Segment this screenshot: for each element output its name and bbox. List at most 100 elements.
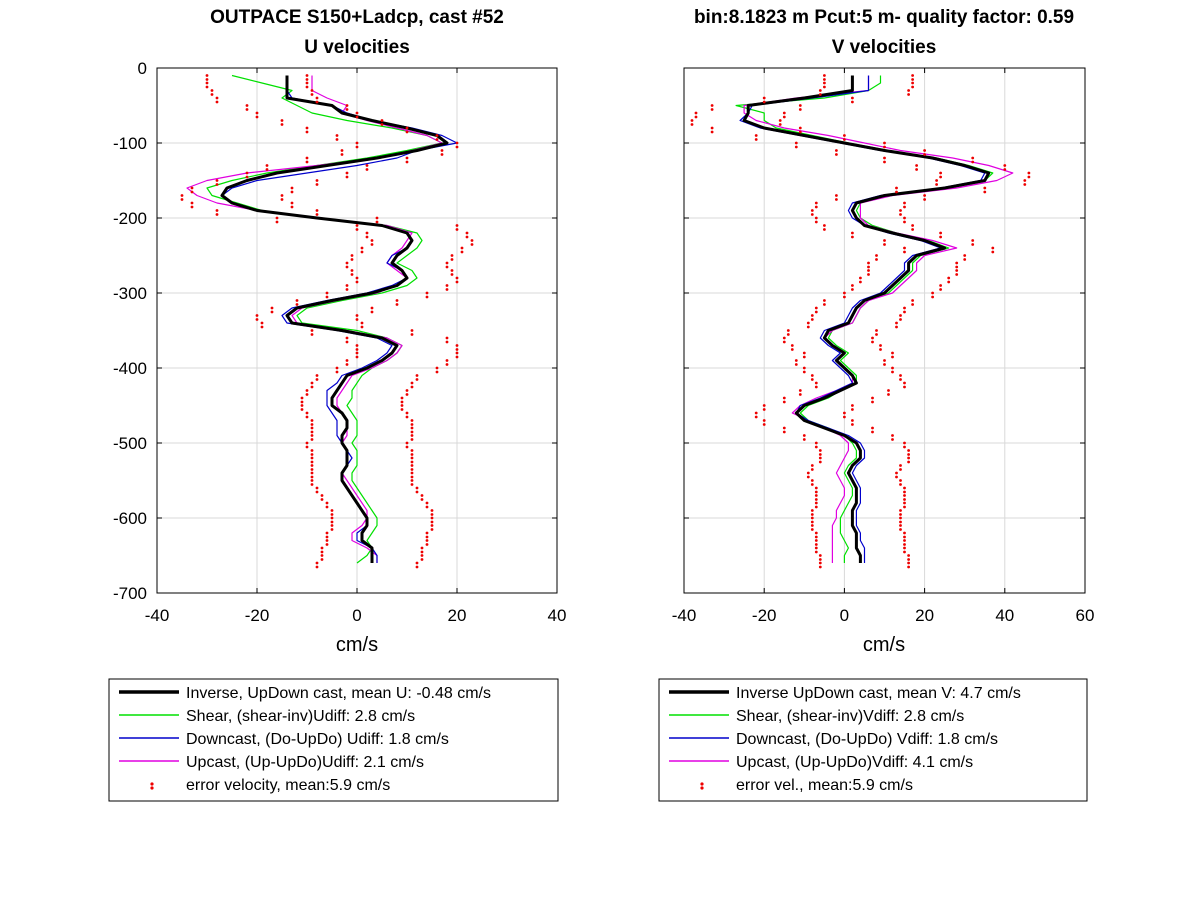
u-error-velocity-point <box>410 329 414 332</box>
u-error-velocity-point <box>445 261 449 265</box>
v-chart-title: bin:8.1823 m Pcut:5 m- quality factor: 0… <box>694 7 1074 28</box>
u-error-velocity-point <box>410 419 414 422</box>
v-error-velocity-point <box>867 269 870 272</box>
v-error-velocity-point <box>802 434 806 437</box>
v-error-velocity-point <box>895 475 898 479</box>
v-error-velocity-point <box>939 288 942 291</box>
v-error-velocity-point <box>923 153 926 156</box>
u-error-velocity-point <box>205 78 209 81</box>
u-error-velocity-point <box>305 160 309 164</box>
v-error-velocity-point <box>867 273 870 276</box>
u-series-shear-line <box>206 74 443 564</box>
u-error-velocity-point <box>205 81 209 85</box>
u-error-velocity-point <box>460 246 464 250</box>
u-error-velocity-point <box>325 531 329 535</box>
v-legend-label: Shear, (shear-inv)Vdiff: 2.8 cm/s <box>736 708 964 725</box>
v-error-velocity-point <box>899 314 902 317</box>
v-error-velocity-point <box>798 104 802 107</box>
v-error-velocity-point <box>899 209 902 212</box>
v-error-velocity-point <box>923 198 926 201</box>
v-error-velocity-point <box>810 213 814 216</box>
u-error-velocity-point <box>410 460 414 464</box>
v-error-velocity-point <box>823 85 826 89</box>
v-legend-label: error vel., mean:5.9 cm/s <box>736 777 913 794</box>
v-error-velocity-point <box>891 355 894 359</box>
u-error-velocity-point <box>405 130 409 134</box>
u-error-velocity-point <box>410 456 414 460</box>
u-error-velocity-point <box>450 269 454 272</box>
v-error-velocity-point <box>939 171 942 175</box>
u-error-velocity-point <box>325 501 329 505</box>
v-error-velocity-point <box>814 539 818 542</box>
v-error-velocity-point <box>818 558 822 561</box>
v-error-velocity-point <box>802 438 806 441</box>
v-error-velocity-point <box>903 306 906 310</box>
v-error-velocity-point <box>911 299 914 302</box>
v-error-velocity-point <box>871 336 874 340</box>
u-error-velocity-point <box>360 325 364 329</box>
v-error-velocity-point <box>710 126 714 130</box>
u-error-velocity-point <box>410 468 414 471</box>
v-error-velocity-point <box>911 78 914 81</box>
v-error-velocity-point <box>810 524 814 527</box>
u-error-velocity-point <box>215 179 219 182</box>
v-error-velocity-point <box>851 284 854 287</box>
u-error-velocity-point <box>380 119 384 122</box>
v-error-velocity-point <box>915 164 918 167</box>
u-error-velocity-point <box>445 336 449 340</box>
u-error-velocity-point <box>355 318 359 321</box>
v-error-velocity-point <box>694 115 698 119</box>
u-error-velocity-point <box>290 190 294 194</box>
v-error-velocity-point <box>871 430 874 434</box>
u-error-velocity-point <box>280 194 284 197</box>
u-error-velocity-point <box>355 314 359 317</box>
v-error-velocity-point <box>903 310 906 314</box>
u-chart-subtitle: U velocities <box>304 37 410 58</box>
v-error-velocity-point <box>947 276 951 280</box>
u-y-tick-label: -700 <box>113 584 147 603</box>
v-error-velocity-point <box>814 486 818 490</box>
u-error-velocity-point <box>270 306 274 310</box>
u-error-velocity-point <box>325 505 329 509</box>
u-error-velocity-point <box>435 134 439 137</box>
u-error-velocity-point <box>445 340 449 344</box>
v-x-axis-label: cm/s <box>863 634 905 656</box>
v-error-velocity-point <box>895 325 898 329</box>
v-error-velocity-point <box>915 168 918 171</box>
v-error-velocity-point <box>899 524 902 527</box>
v-error-velocity-point <box>810 209 814 212</box>
v-error-velocity-point <box>818 456 822 460</box>
u-error-velocity-point <box>310 456 314 460</box>
v-error-velocity-point <box>899 513 902 516</box>
u-chart-title: OUTPACE S150+Ladcp, cast #52 <box>210 7 504 28</box>
v-error-velocity-point <box>903 201 906 205</box>
v-error-velocity-point <box>814 531 818 535</box>
v-error-velocity-point <box>710 108 714 111</box>
v-error-velocity-point <box>931 295 934 299</box>
u-error-velocity-point <box>295 299 299 302</box>
u-error-velocity-point <box>310 438 314 441</box>
u-error-velocity-point <box>375 220 379 224</box>
u-error-velocity-point <box>305 156 309 160</box>
u-error-velocity-point <box>360 321 364 325</box>
v-error-velocity-point <box>690 123 694 126</box>
v-error-velocity-point <box>806 471 810 475</box>
u-error-velocity-point <box>370 239 374 242</box>
v-error-velocity-point <box>790 344 794 347</box>
v-error-velocity-point <box>907 561 910 565</box>
v-error-velocity-point <box>903 250 906 254</box>
v-error-velocity-point <box>690 119 694 122</box>
u-error-velocity-point <box>310 468 314 471</box>
u-error-velocity-point <box>315 100 319 104</box>
v-error-velocity-point <box>971 160 975 164</box>
v-error-velocity-point <box>983 190 987 194</box>
v-x-tick-label: -20 <box>752 606 777 625</box>
u-error-velocity-point <box>415 565 419 569</box>
u-legend: Inverse, UpDown cast, mean U: -0.48 cm/s… <box>108 678 559 802</box>
v-error-velocity-point <box>903 490 906 494</box>
u-error-velocity-point <box>305 415 309 419</box>
v-error-velocity-point <box>883 239 886 242</box>
v-error-velocity-point <box>891 438 894 441</box>
u-error-velocity-point <box>350 258 354 261</box>
v-error-velocity-point <box>823 81 826 85</box>
